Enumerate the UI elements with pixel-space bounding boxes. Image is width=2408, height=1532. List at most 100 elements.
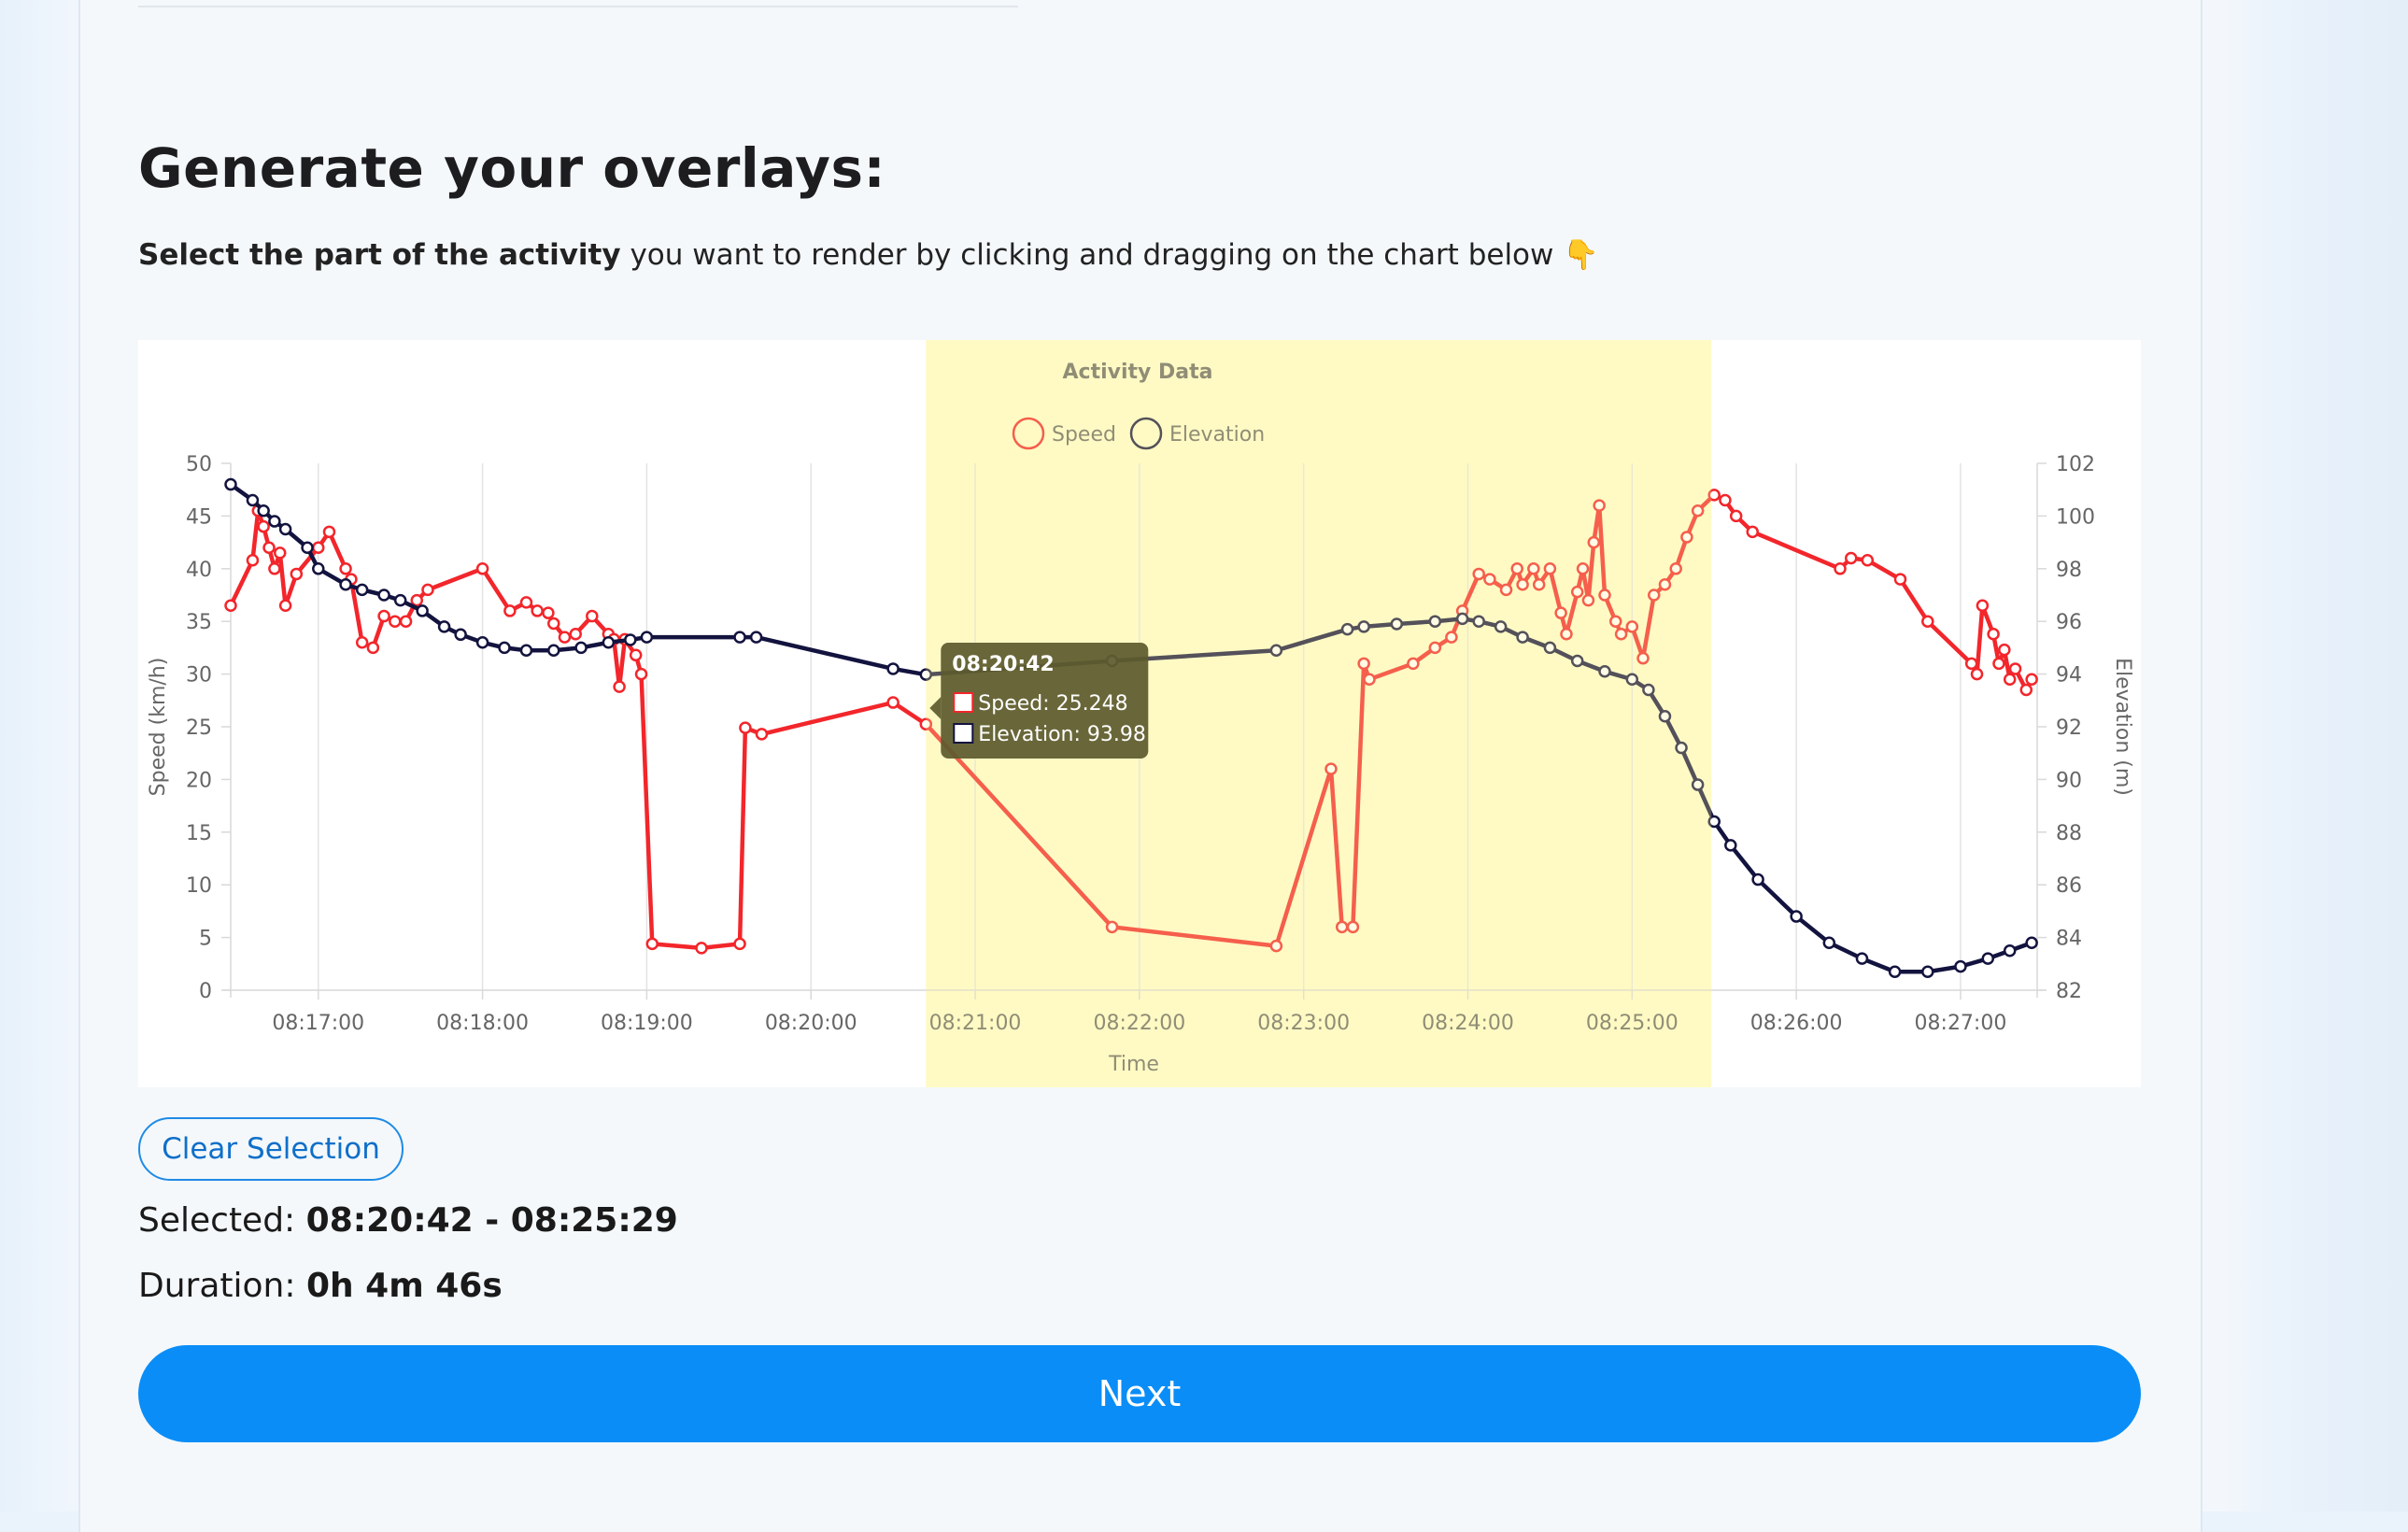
speed-data-point <box>1658 577 1672 591</box>
y-right-tick-label: 88 <box>2056 822 2082 845</box>
elevation-data-point <box>1888 965 1902 979</box>
speed-data-point <box>1669 562 1682 575</box>
instruction-bold: Select the part of the activity <box>138 238 621 272</box>
x-tick-label: 08:19:00 <box>601 1012 693 1035</box>
speed-data-point <box>322 525 336 539</box>
speed-data-point <box>1269 939 1283 953</box>
elevation-data-point <box>1269 644 1283 657</box>
tooltip-elevation-value: Elevation: 93.98 <box>978 723 1146 746</box>
chart-canvas[interactable]: 0 5 10 15 20 25 30 35 40 45 50 82 84 86 88 90 92 94 96 98 10… <box>138 340 2141 1087</box>
speed-data-point <box>1921 615 1934 628</box>
x-tick-label: 08:21:00 <box>929 1012 1022 1035</box>
y-left-tick-label: 5 <box>199 928 212 951</box>
y-right-tick-label: 96 <box>2056 611 2082 634</box>
y-left-tick-label: 40 <box>186 559 212 582</box>
elevation-data-point <box>1855 952 1869 965</box>
tooltip-elevation-swatch <box>953 723 974 744</box>
elevation-data-point <box>437 620 451 633</box>
speed-data-point <box>1608 615 1622 628</box>
speed-data-point <box>1581 593 1595 607</box>
elevation-data-point <box>1981 952 1995 965</box>
elevation-data-point <box>1790 910 1803 923</box>
speed-data-point <box>1105 920 1119 934</box>
y-left-tick-label: 20 <box>186 769 212 792</box>
elevation-data-point <box>749 631 763 644</box>
elevation-data-point <box>1570 654 1584 668</box>
speed-data-point <box>1976 599 1990 613</box>
speed-data-point <box>542 606 555 619</box>
speed-data-point <box>273 546 287 560</box>
elevation-data-point <box>416 604 429 617</box>
speed-data-point <box>355 636 369 649</box>
speed-data-point <box>1445 631 1458 644</box>
elevation-data-point <box>602 636 616 649</box>
y-left-tick-label: 15 <box>186 822 212 845</box>
speed-data-point <box>1680 531 1693 544</box>
activity-chart[interactable]: 0 5 10 15 20 25 30 35 40 45 50 82 84 86 88 90 92 94 96 98 10… <box>138 340 2141 1087</box>
tooltip-speed-swatch <box>953 692 974 713</box>
speed-data-point <box>1998 643 2011 657</box>
x-axis-title: Time <box>1108 1053 1159 1076</box>
speed-data-point <box>399 615 413 628</box>
x-tick-label: 08:25:00 <box>1586 1012 1679 1035</box>
instruction-text: Select the part of the activity you want… <box>138 237 1599 272</box>
elevation-data-point <box>355 583 369 597</box>
y-right-tick-label: 90 <box>2056 769 2082 792</box>
speed-data-point <box>1893 573 1907 586</box>
y-left-tick-label: 50 <box>186 453 212 476</box>
elevation-data-point <box>1675 741 1688 755</box>
y-axis-right-title: Elevation (m) <box>2111 658 2134 796</box>
y-left-tick-label: 30 <box>186 664 212 688</box>
speed-data-point <box>1363 673 1376 686</box>
legend-speed-swatch <box>1012 417 1045 450</box>
speed-data-point <box>2003 673 2017 686</box>
elevation-data-point <box>1642 683 1655 697</box>
elevation-data-point <box>268 515 281 528</box>
x-tick-label: 08:22:00 <box>1093 1012 1185 1035</box>
speed-data-point <box>1691 504 1705 518</box>
y-right-tick-label: 84 <box>2056 928 2082 951</box>
y-left-tick-label: 25 <box>186 716 212 740</box>
speed-data-point <box>1587 535 1601 549</box>
elevation-data-point <box>1543 641 1557 655</box>
elevation-data-point <box>1598 665 1611 678</box>
speed-data-point <box>1543 562 1557 575</box>
duration-info: Duration: 0h 4m 46s <box>138 1267 503 1305</box>
clear-selection-button[interactable]: Clear Selection <box>138 1117 404 1181</box>
speed-data-point <box>257 519 270 533</box>
elevation-data-point <box>574 641 588 655</box>
elevation-data-point <box>498 641 511 655</box>
speed-data-point <box>739 721 752 734</box>
x-tick-label: 08:24:00 <box>1422 1012 1514 1035</box>
speed-data-point <box>1844 551 1858 565</box>
elevation-data-point <box>377 589 390 602</box>
elevation-data-point <box>454 628 467 642</box>
elevation-data-point <box>519 644 533 657</box>
x-tick-label: 08:23:00 <box>1257 1012 1350 1035</box>
elevation-data-point <box>733 631 746 644</box>
speed-data-point <box>1636 651 1650 665</box>
x-tick-label: 08:20:00 <box>765 1012 857 1035</box>
elevation-data-point <box>393 593 407 607</box>
y-axis-left-title: Speed (km/h) <box>147 658 170 797</box>
y-right-tick-label: 102 <box>2056 453 2095 476</box>
y-left-tick-label: 10 <box>186 874 212 898</box>
selected-range: Selected: 08:20:42 - 08:25:29 <box>138 1201 678 1240</box>
speed-data-point <box>339 562 352 575</box>
elevation-data-point <box>2003 943 2017 958</box>
x-tick-label: 08:26:00 <box>1750 1012 1843 1035</box>
elevation-data-point <box>624 633 637 646</box>
speed-data-point <box>1861 554 1875 567</box>
speed-data-point <box>586 609 599 623</box>
y-right-tick-label: 98 <box>2056 559 2082 582</box>
speed-data-point <box>531 604 544 617</box>
speed-data-point <box>1570 585 1584 599</box>
speed-data-point <box>1357 657 1370 671</box>
speed-data-point <box>1554 606 1567 619</box>
next-button[interactable]: Next <box>138 1345 2141 1442</box>
elevation-data-point <box>301 541 314 554</box>
speed-data-point <box>1407 657 1420 671</box>
speed-data-point <box>613 680 626 693</box>
duration-label: Duration: <box>138 1267 306 1305</box>
elevation-data-point <box>246 493 260 507</box>
